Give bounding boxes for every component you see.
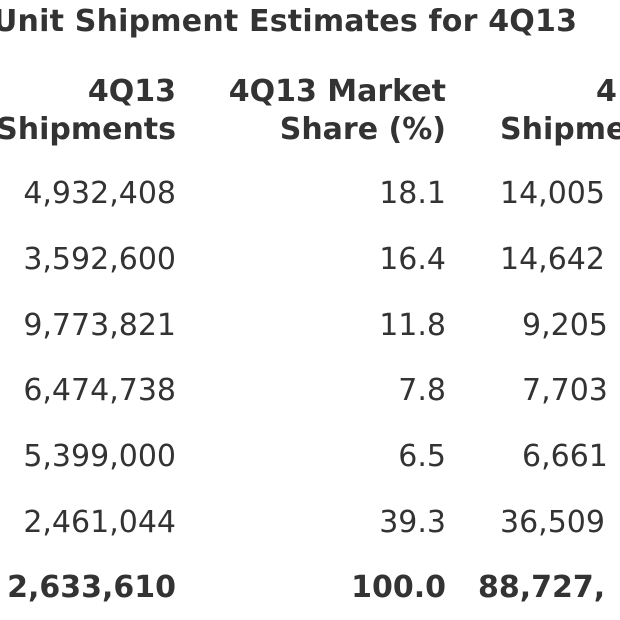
cell-prior-shipments: 36,509: [500, 505, 605, 540]
column-header-4q13-shipments-line2: Shipments: [0, 112, 176, 147]
cell-prior-shipments: 9,205: [522, 308, 608, 343]
cell-market-share: 18.1: [379, 176, 446, 211]
cell-4q13-shipments: 6,474,738: [23, 373, 176, 408]
cell-market-share: 16.4: [379, 242, 446, 277]
column-header-prior-shipments-line1: 4: [596, 74, 617, 109]
cell-prior-shipments: 14,642: [500, 242, 605, 277]
total-prior-shipments: 88,727,: [478, 570, 606, 605]
total-4q13-shipments: 2,633,610: [7, 570, 176, 605]
column-header-market-share-line2: Share (%): [279, 112, 446, 147]
cell-4q13-shipments: 3,592,600: [23, 242, 176, 277]
cell-market-share: 11.8: [379, 308, 446, 343]
column-header-prior-shipments-line2: Shipme: [500, 112, 620, 147]
total-market-share: 100.0: [351, 570, 446, 605]
cell-4q13-shipments: 9,773,821: [23, 308, 176, 343]
cell-4q13-shipments: 5,399,000: [23, 439, 176, 474]
cell-prior-shipments: 14,005: [500, 176, 605, 211]
cell-prior-shipments: 7,703: [522, 373, 608, 408]
cell-market-share: 7.8: [398, 373, 446, 408]
cell-prior-shipments: 6,661: [522, 439, 608, 474]
cell-4q13-shipments: 4,932,408: [23, 176, 176, 211]
cell-market-share: 39.3: [379, 505, 446, 540]
cell-4q13-shipments: 2,461,044: [23, 505, 176, 540]
table-title: Unit Shipment Estimates for 4Q13: [0, 4, 578, 39]
cell-market-share: 6.5: [398, 439, 446, 474]
column-header-market-share-line1: 4Q13 Market: [228, 74, 446, 109]
column-header-4q13-shipments-line1: 4Q13: [87, 74, 176, 109]
